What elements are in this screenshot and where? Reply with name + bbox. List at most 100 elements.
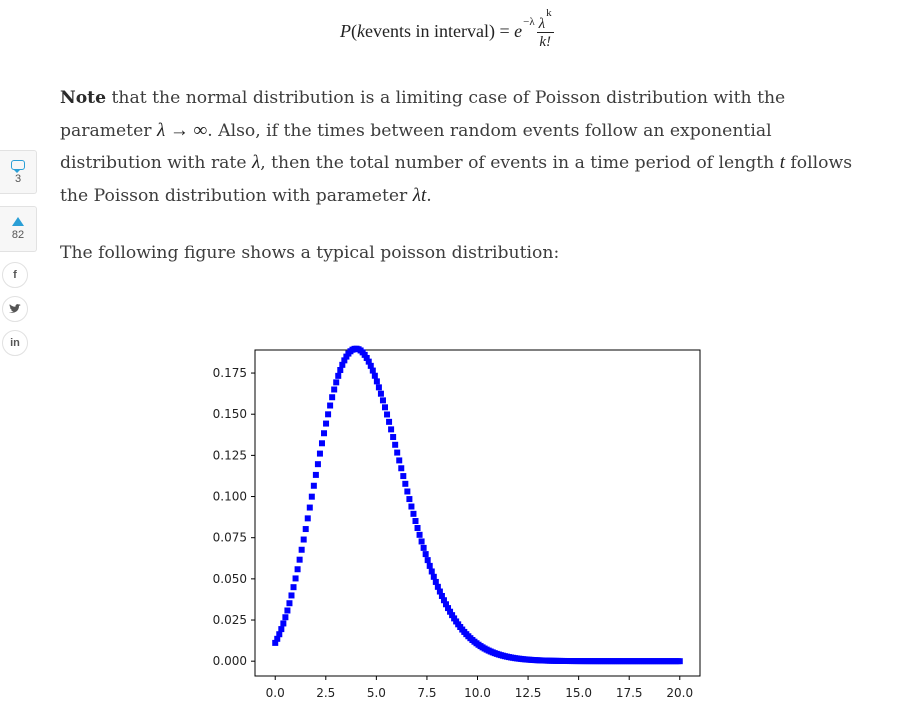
facebook-share-button[interactable]: f — [2, 262, 28, 288]
data-point — [402, 480, 409, 487]
data-point — [451, 615, 458, 622]
formula-fraction: λk k! — [536, 7, 554, 51]
data-point — [343, 353, 350, 360]
data-point — [394, 449, 401, 456]
linkedin-share-button[interactable]: in — [2, 330, 28, 356]
data-point — [296, 556, 303, 563]
data-point — [308, 493, 315, 500]
data-point — [304, 515, 311, 522]
data-point — [414, 525, 421, 532]
y-tick-label: 0.175 — [213, 366, 247, 380]
data-point — [361, 351, 368, 358]
comment-button[interactable]: 3 — [0, 150, 37, 194]
plot-frame — [254, 349, 701, 677]
formula-close: ) — [488, 20, 495, 41]
poisson-chart-svg: 0.0 2.5 5.0 7.5 10.0 12.5 15.0 17.5 20.0 0.0000.… — [213, 345, 701, 700]
poisson-formula: P ( k events in interval ) = e −λ λk k! — [340, 7, 554, 54]
formula-open: ( — [351, 20, 357, 41]
data-point — [331, 386, 338, 393]
data-point — [382, 404, 389, 411]
data-point — [280, 620, 287, 627]
x-tick-label: 20.0 — [666, 686, 693, 700]
data-point — [363, 354, 370, 361]
data-point — [325, 411, 332, 418]
data-point — [335, 372, 342, 379]
data-point — [333, 379, 340, 386]
data-point — [278, 626, 285, 633]
data-point — [310, 482, 317, 489]
y-tick-label: 0.050 — [213, 572, 247, 586]
x-tick-label: 10.0 — [464, 686, 491, 700]
data-point — [288, 592, 295, 599]
math-lambda: λ — [251, 152, 261, 173]
data-point — [398, 465, 405, 472]
data-point — [377, 390, 384, 397]
y-tick-label: 0.025 — [213, 613, 247, 627]
fraction-bar — [536, 32, 554, 33]
note-label: Note — [60, 88, 107, 108]
data-point — [300, 536, 307, 543]
data-point — [329, 394, 336, 401]
formula-denominator: k! — [539, 34, 551, 50]
data-point — [373, 378, 380, 385]
x-tick-label: 2.5 — [316, 686, 335, 700]
y-tick-label: 0.150 — [213, 407, 247, 421]
data-point — [410, 510, 417, 517]
data-point — [420, 544, 427, 551]
data-point — [321, 430, 328, 437]
data-point — [371, 372, 378, 379]
x-tick-label: 0.0 — [266, 686, 285, 700]
y-tick-label: 0.125 — [213, 448, 247, 462]
data-point — [323, 420, 330, 427]
data-point — [440, 597, 447, 604]
data-point — [318, 440, 325, 447]
twitter-share-button[interactable] — [2, 296, 28, 322]
x-axis-ticks: 0.0 2.5 5.0 7.5 10.0 12.5 15.0 17.5 20.0 — [266, 676, 693, 700]
data-point — [337, 367, 344, 374]
poisson-chart: 0.0 2.5 5.0 7.5 10.0 12.5 15.0 17.5 20.0 0.000 0.… — [190, 340, 710, 723]
linkedin-icon: in — [10, 337, 20, 349]
data-point — [367, 362, 374, 369]
data-point — [388, 426, 395, 433]
data-point — [445, 605, 452, 612]
data-point — [406, 496, 413, 503]
formula-events-text: events in interval — [365, 20, 489, 41]
x-tick-label: 5.0 — [367, 686, 386, 700]
data-point — [426, 562, 433, 569]
upvote-button[interactable]: 82 — [0, 206, 37, 252]
data-point — [416, 531, 423, 538]
data-point — [314, 461, 321, 468]
data-point — [384, 411, 391, 418]
data-point — [449, 612, 456, 619]
upvote-icon — [12, 217, 24, 226]
data-point — [432, 578, 439, 585]
paragraph-note: Note that the normal distribution is a l… — [60, 88, 853, 206]
comment-icon — [11, 159, 25, 173]
comment-count: 3 — [14, 172, 22, 185]
data-point — [676, 658, 683, 665]
data-point — [272, 639, 279, 646]
formula-k: k — [357, 20, 365, 41]
data-point — [447, 608, 454, 615]
data-point — [339, 361, 346, 368]
data-point — [434, 583, 441, 590]
data-point — [412, 518, 419, 525]
data-point — [375, 384, 382, 391]
data-point — [292, 575, 299, 582]
twitter-icon — [9, 304, 21, 313]
data-point — [392, 441, 399, 448]
data-point — [369, 367, 376, 374]
y-tick-label: 0.000 — [213, 654, 247, 668]
data-point — [404, 488, 411, 495]
data-point — [284, 607, 291, 614]
data-point — [400, 473, 407, 480]
data-point — [408, 503, 415, 510]
data-point — [306, 504, 313, 511]
data-point — [365, 358, 372, 365]
data-point — [436, 588, 443, 595]
x-tick-label: 7.5 — [417, 686, 436, 700]
data-point — [390, 434, 397, 441]
data-point — [379, 397, 386, 404]
data-point — [386, 418, 393, 425]
facebook-icon: f — [13, 269, 17, 281]
